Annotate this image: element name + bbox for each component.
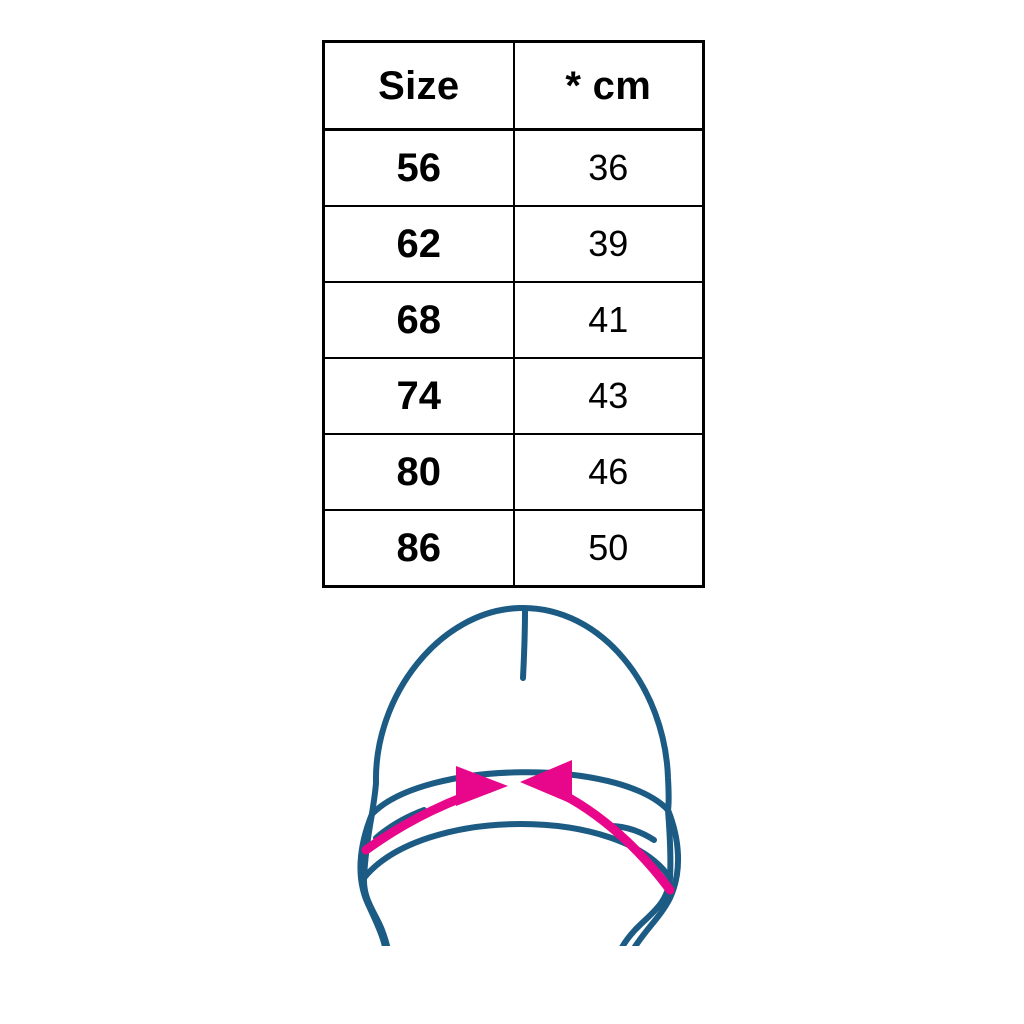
cell-cm: 46 [512, 433, 705, 511]
cell-cm: 43 [512, 357, 705, 435]
cell-size: 62 [322, 205, 515, 283]
cell-cm: 39 [512, 205, 705, 283]
cell-cm: 36 [512, 128, 705, 207]
hat-outline-group [357, 604, 681, 946]
hat-left-tie-inner [357, 811, 388, 946]
hat-left-tie [360, 875, 391, 946]
cell-size: 86 [322, 509, 515, 588]
cell-size: 80 [322, 433, 515, 511]
cell-cm: 50 [512, 509, 705, 588]
cell-size: 68 [322, 281, 515, 359]
table-row: 56 36 [322, 128, 705, 207]
cell-size: 74 [322, 357, 515, 435]
measure-arrow-left-head [456, 766, 508, 806]
cell-size: 56 [322, 128, 515, 207]
hat-top-seam [520, 607, 528, 681]
hat-right-tie-inner [631, 807, 681, 946]
hat-crown-outline [372, 604, 672, 813]
head-circumference-arrow [361, 760, 675, 895]
hat-right-tie [619, 875, 673, 946]
hat-diagram-svg [357, 604, 681, 946]
cell-cm: 41 [512, 281, 705, 359]
table-row: 80 46 [322, 433, 705, 511]
column-header-size: Size [322, 40, 515, 131]
table-header-row: Size * cm [322, 40, 705, 131]
size-chart-container: Size * cm 56 36 62 39 68 41 74 [322, 40, 705, 588]
table-row: 86 50 [322, 509, 705, 588]
baby-hat-measurement-diagram [330, 578, 700, 946]
table-row: 62 39 [322, 205, 705, 283]
measure-arrow-right-head [520, 760, 572, 804]
table-header: Size * cm [322, 40, 705, 131]
hat-brim-lower-curve [361, 821, 673, 881]
column-header-cm: * cm [512, 40, 705, 131]
table-body: 56 36 62 39 68 41 74 43 80 46 [322, 128, 705, 588]
size-chart-table: Size * cm 56 36 62 39 68 41 74 [322, 40, 705, 588]
table-row: 74 43 [322, 357, 705, 435]
hat-brim-upper-curve [369, 769, 671, 817]
table-row: 68 41 [322, 281, 705, 359]
hat-brim-stitch-left [373, 807, 427, 841]
